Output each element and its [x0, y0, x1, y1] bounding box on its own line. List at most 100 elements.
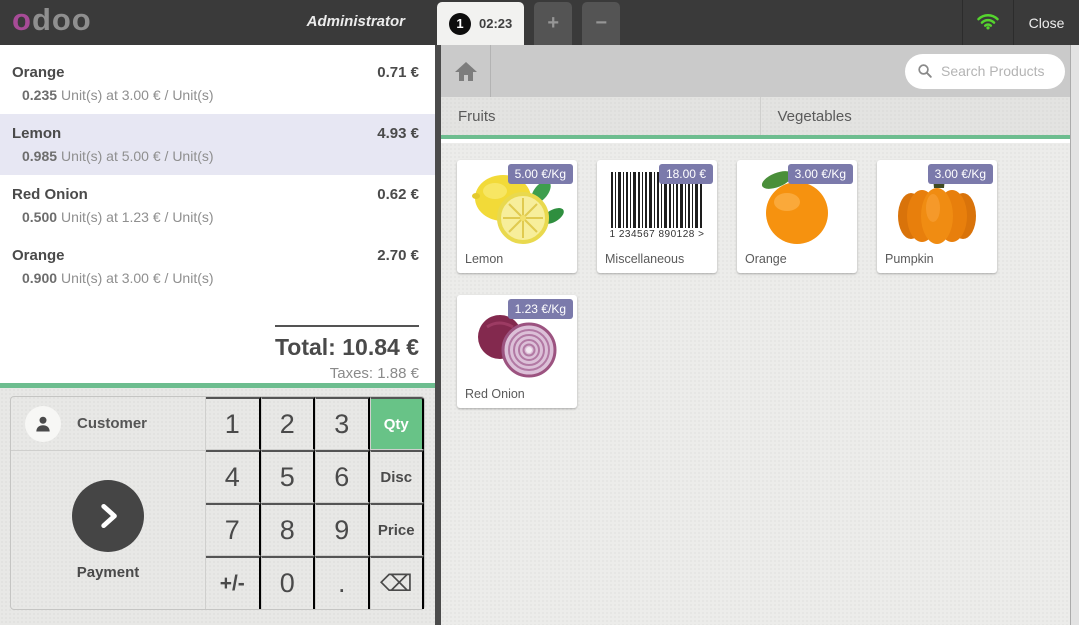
- products-topbar: [441, 45, 1079, 97]
- numpad-key-decimal[interactable]: .: [315, 556, 370, 609]
- product-name: Orange: [745, 252, 787, 266]
- order-line-qty: 0.900: [22, 270, 58, 286]
- price-tag: 3.00 €/Kg: [927, 164, 993, 184]
- order-line-product: Lemon: [12, 125, 62, 142]
- numpad-key-4[interactable]: 4: [206, 450, 261, 503]
- order-line-unit-info: Unit(s) at 3.00 € / Unit(s): [61, 87, 214, 103]
- home-icon: [454, 62, 477, 81]
- action-pad: Customer Payment: [11, 397, 206, 609]
- red-onion-image: [462, 300, 572, 382]
- remove-order-tab[interactable]: −: [582, 2, 621, 45]
- product-card-pumpkin[interactable]: 3.00 €/Kg Pumpkin: [877, 160, 997, 273]
- numpad-backspace-icon[interactable]: ⌫: [369, 556, 424, 609]
- payment-button[interactable]: Payment: [11, 451, 205, 609]
- numpad-key-9[interactable]: 9: [315, 503, 370, 556]
- numpad-key-5[interactable]: 5: [260, 450, 315, 503]
- user-name: Administrator: [306, 13, 405, 30]
- product-card-lemon[interactable]: 5.00 €/Kg L: [457, 160, 577, 273]
- numpad-key-8[interactable]: 8: [260, 503, 315, 556]
- order-line[interactable]: Red Onion 0.62 € 0.500 Unit(s) at 1.23 € …: [0, 175, 435, 236]
- order-total-value: 10.84 €: [342, 334, 419, 360]
- chevron-right-icon: [72, 479, 144, 552]
- home-category-button[interactable]: [441, 45, 491, 97]
- product-card-red-onion[interactable]: 1.23 €/Kg Red Onion: [457, 295, 577, 408]
- pads-container: Customer Payment 1 2 3 Qty 4 5: [10, 396, 425, 610]
- numpad-mode-qty[interactable]: Qty: [369, 397, 424, 450]
- pumpkin-image: [882, 165, 992, 247]
- order-line-price: 2.70 €: [377, 247, 419, 264]
- order-line-product: Red Onion: [12, 186, 88, 203]
- order-line-qty: 0.235: [22, 87, 58, 103]
- product-name: Red Onion: [465, 387, 525, 401]
- numpad-key-0[interactable]: 0: [260, 556, 315, 609]
- barcode-number: 1 234567 890128 >: [609, 229, 705, 240]
- numpad-key-6[interactable]: 6: [315, 450, 370, 503]
- price-tag: 5.00 €/Kg: [507, 164, 573, 184]
- order-summary: Total: 10.84 € Taxes: 1.88 €: [0, 325, 435, 382]
- order-line-qty: 0.985: [22, 148, 58, 164]
- order-line[interactable]: Orange 0.71 € 0.235 Unit(s) at 3.00 € / U…: [0, 53, 435, 114]
- order-line-unit-info: Unit(s) at 3.00 € / Unit(s): [61, 270, 214, 286]
- connection-status: [962, 0, 1013, 45]
- odoo-logo-rest: doo: [31, 2, 92, 37]
- numpad-key-1[interactable]: 1: [206, 397, 261, 450]
- price-tag: 1.23 €/Kg: [507, 299, 573, 319]
- close-button[interactable]: Close: [1013, 0, 1079, 45]
- topbar: odoo Administrator 1 02:23 + − Close: [0, 0, 1079, 45]
- search-input[interactable]: [941, 63, 1051, 79]
- order-tab[interactable]: 1 02:23: [437, 2, 525, 45]
- order-tabs: 1 02:23 + −: [437, 2, 621, 45]
- category-bar: Fruits Vegetables: [441, 97, 1079, 139]
- order-line-price: 0.62 €: [377, 186, 419, 203]
- avatar: [25, 405, 61, 442]
- numpad-mode-disc[interactable]: Disc: [369, 450, 424, 503]
- order-line-selected[interactable]: Lemon 4.93 € 0.985 Unit(s) at 5.00 € / Un…: [0, 114, 435, 175]
- products-panel: Fruits Vegetables 5.00 €/Kg: [441, 45, 1079, 625]
- orange-image: [742, 165, 852, 247]
- product-name: Lemon: [465, 252, 504, 266]
- product-card-miscellaneous[interactable]: 18.00 €: [597, 160, 717, 273]
- minus-icon: −: [595, 12, 608, 34]
- search-box: [905, 53, 1065, 89]
- order-line-unit-info: Unit(s) at 1.23 € / Unit(s): [61, 209, 214, 225]
- order-taxes-value: 1.88 €: [377, 365, 419, 382]
- numpad-key-plusminus[interactable]: +/-: [206, 556, 261, 609]
- product-name: Miscellaneous: [605, 252, 685, 266]
- order-line-qty: 0.500: [22, 209, 58, 225]
- scrollbar[interactable]: [1070, 45, 1079, 625]
- numpad-key-2[interactable]: 2: [260, 397, 315, 450]
- order-line-price: 4.93 €: [377, 125, 419, 142]
- odoo-logo: odoo: [12, 2, 92, 38]
- plus-icon: +: [547, 12, 560, 34]
- payment-label: Payment: [76, 563, 140, 581]
- order-line-details: 0.985 Unit(s) at 5.00 € / Unit(s): [22, 148, 419, 164]
- category-fruits[interactable]: Fruits: [441, 97, 761, 135]
- order-line-details: 0.900 Unit(s) at 3.00 € / Unit(s): [22, 270, 419, 286]
- numpad-key-3[interactable]: 3: [315, 397, 370, 450]
- numpad: 1 2 3 Qty 4 5 6 Disc 7 8 9 Price +/- 0 .…: [206, 397, 424, 609]
- order-line[interactable]: Orange 2.70 € 0.900 Unit(s) at 3.00 € / U…: [0, 236, 435, 297]
- search-icon: [918, 64, 932, 78]
- product-card-orange[interactable]: 3.00 €/Kg Orange: [737, 160, 857, 273]
- customer-button[interactable]: Customer: [11, 397, 205, 451]
- order-panel: Orange 0.71 € 0.235 Unit(s) at 3.00 € / U…: [0, 45, 435, 625]
- add-order-tab[interactable]: +: [534, 2, 573, 45]
- order-tab-time: 02:23: [479, 16, 513, 31]
- pads-section: Customer Payment 1 2 3 Qty 4 5: [0, 383, 435, 625]
- close-label: Close: [1028, 14, 1065, 31]
- numpad-key-7[interactable]: 7: [206, 503, 261, 556]
- order-total: Total: 10.84 €: [274, 325, 419, 361]
- numpad-mode-price[interactable]: Price: [369, 503, 424, 556]
- product-name: Pumpkin: [885, 252, 934, 266]
- order-line-product: Orange: [12, 247, 65, 264]
- panel-divider: [435, 45, 441, 625]
- topbar-right: Close: [962, 0, 1079, 45]
- order-taxes-label: Taxes:: [329, 365, 374, 382]
- barcode-image: 1 234567 890128 >: [602, 165, 712, 247]
- order-line-price: 0.71 €: [377, 64, 419, 81]
- customer-label: Customer: [77, 415, 148, 432]
- person-icon: [36, 416, 50, 431]
- products-grid: 5.00 €/Kg L: [441, 143, 1070, 625]
- odoo-logo-first-letter: o: [12, 2, 32, 37]
- category-vegetables[interactable]: Vegetables: [777, 107, 852, 125]
